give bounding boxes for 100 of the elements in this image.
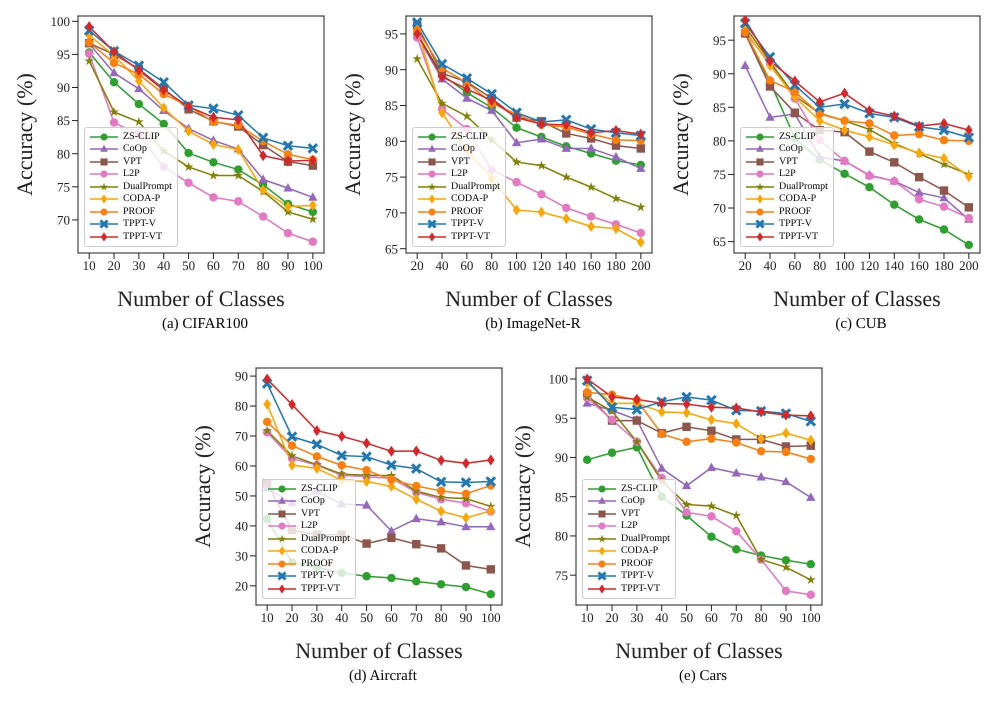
x-tick-label: 80 bbox=[485, 258, 498, 274]
x-tick-label: 100 bbox=[801, 610, 821, 626]
y-tick-label: 80 bbox=[385, 134, 398, 149]
text: (d) Aircraft bbox=[348, 668, 418, 685]
legend-label: TPPT-VT bbox=[621, 582, 660, 595]
y-tick-label: 95 bbox=[555, 410, 568, 426]
y-axis-title: Accuracy (%) bbox=[340, 73, 365, 196]
x-tick-label: 100 bbox=[481, 610, 501, 626]
legend-label: DualPrompt bbox=[779, 180, 828, 193]
x-tick-label: 40 bbox=[157, 258, 170, 274]
y-axis-title: Accuracy (%) bbox=[12, 73, 37, 196]
legend-label: TPPT-VT bbox=[123, 230, 162, 243]
x-tick-label: 20 bbox=[738, 258, 752, 274]
x-tick-label: 20 bbox=[410, 258, 424, 274]
x-tick-label: 80 bbox=[434, 610, 448, 626]
legend-label: ZS-CLIP bbox=[123, 130, 160, 143]
x-tick-label: 200 bbox=[959, 258, 979, 274]
legend-label: TPPT-V bbox=[123, 218, 156, 230]
x-tick-label: 70 bbox=[730, 610, 743, 626]
y-tick-label: 90 bbox=[385, 62, 398, 78]
legend-label: TPPT-V bbox=[779, 218, 812, 230]
legend-label: CoOp bbox=[451, 143, 475, 156]
legend-label: ZS-CLIP bbox=[451, 130, 488, 143]
legend-label: VPT bbox=[779, 156, 798, 168]
legend-label: ZS-CLIP bbox=[779, 130, 816, 143]
legend-label: VPT bbox=[301, 508, 320, 520]
legend-label: VPT bbox=[451, 156, 470, 168]
legend-label: VPT bbox=[123, 156, 142, 168]
legend-label: CoOp bbox=[779, 143, 803, 156]
legend-label: DualPrompt bbox=[123, 180, 172, 193]
x-tick-label: 80 bbox=[754, 610, 768, 626]
legend-label: L2P bbox=[451, 168, 468, 180]
legend-label: VPT bbox=[621, 508, 640, 520]
x-tick-label: 10 bbox=[82, 258, 96, 274]
legend-label: L2P bbox=[301, 520, 318, 532]
y-tick-label: 75 bbox=[555, 568, 568, 583]
y-tick-label: 75 bbox=[57, 179, 70, 194]
y-tick-label: 70 bbox=[385, 206, 398, 221]
x-tick-label: 200 bbox=[631, 258, 651, 274]
x-tick-label: 20 bbox=[286, 610, 299, 626]
x-tick-label: 30 bbox=[310, 610, 324, 626]
text: (c) CUB bbox=[834, 316, 888, 333]
legend-label: DualPrompt bbox=[451, 180, 500, 193]
x-tick-label: 90 bbox=[459, 610, 472, 626]
y-tick-label: 65 bbox=[385, 241, 398, 256]
x-tick-label: 20 bbox=[108, 258, 121, 274]
legend-label: PROOF bbox=[779, 206, 812, 218]
legend-label: PROOF bbox=[123, 206, 156, 218]
y-tick-label: 80 bbox=[57, 146, 70, 162]
legend-label: CoOp bbox=[621, 495, 645, 508]
x-axis-title: Number of Classes bbox=[445, 286, 613, 311]
text: (e) Cars bbox=[678, 668, 728, 685]
x-tick-label: 10 bbox=[580, 610, 594, 626]
x-tick-label: 120 bbox=[860, 258, 880, 274]
legend-label: PROOF bbox=[451, 206, 484, 218]
x-tick-label: 160 bbox=[581, 258, 601, 274]
legend-label: L2P bbox=[621, 520, 638, 532]
y-tick-label: 85 bbox=[713, 100, 726, 115]
y-tick-label: 90 bbox=[713, 66, 726, 82]
x-tick-label: 10 bbox=[260, 610, 274, 626]
x-tick-label: 20 bbox=[606, 610, 619, 626]
x-tick-label: 60 bbox=[788, 258, 802, 274]
y-tick-label: 85 bbox=[57, 113, 70, 128]
x-tick-label: 140 bbox=[556, 258, 576, 274]
y-tick-label: 70 bbox=[235, 428, 248, 444]
text: (b) ImageNet-R bbox=[484, 316, 582, 333]
x-tick-label: 100 bbox=[834, 258, 854, 274]
x-tick-label: 100 bbox=[303, 258, 323, 274]
legend-label: TPPT-VT bbox=[451, 230, 490, 243]
text: (a) CIFAR100 bbox=[161, 316, 249, 333]
x-tick-label: 30 bbox=[630, 610, 644, 626]
y-tick-label: 65 bbox=[713, 234, 726, 250]
y-tick-label: 40 bbox=[235, 518, 248, 534]
legend-label: TPPT-V bbox=[301, 570, 334, 582]
y-tick-label: 85 bbox=[555, 489, 568, 504]
x-tick-label: 180 bbox=[934, 258, 954, 274]
legend-label: CoOp bbox=[123, 143, 147, 156]
y-tick-label: 20 bbox=[235, 578, 248, 594]
x-tick-label: 30 bbox=[132, 258, 146, 274]
x-tick-label: 40 bbox=[335, 610, 348, 626]
legend-label: TPPT-VT bbox=[301, 582, 340, 595]
x-tick-label: 50 bbox=[182, 258, 196, 274]
y-tick-label: 80 bbox=[555, 528, 568, 544]
y-tick-label: 90 bbox=[57, 80, 70, 96]
x-tick-label: 90 bbox=[281, 258, 294, 274]
y-tick-label: 75 bbox=[385, 170, 398, 185]
y-tick-label: 75 bbox=[713, 167, 726, 182]
y-tick-label: 60 bbox=[235, 458, 248, 474]
legend-label: TPPT-V bbox=[621, 570, 654, 582]
x-axis-title: Number of Classes bbox=[117, 286, 285, 311]
y-axis-title: Accuracy (%) bbox=[190, 425, 215, 548]
x-tick-label: 160 bbox=[909, 258, 929, 274]
legend-label: CODA-P bbox=[123, 193, 160, 206]
legend-label: DualPrompt bbox=[621, 532, 670, 545]
legend-label: CoOp bbox=[301, 495, 325, 508]
x-tick-label: 40 bbox=[655, 610, 668, 626]
legend-label: CODA-P bbox=[301, 545, 338, 558]
x-tick-label: 80 bbox=[813, 258, 826, 274]
y-tick-label: 70 bbox=[57, 212, 70, 228]
legend-label: ZS-CLIP bbox=[621, 482, 658, 495]
